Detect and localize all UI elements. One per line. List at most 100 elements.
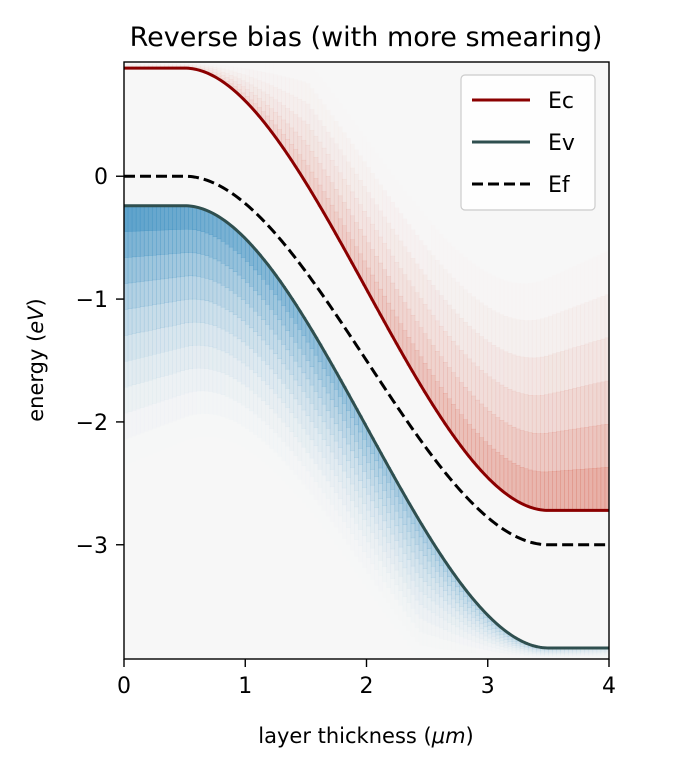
- valence-shade-strip: [132, 436, 137, 462]
- conduction-shade-strip: [415, 235, 420, 264]
- conduction-shade-strip: [596, 425, 602, 469]
- valence-shade-strip: [144, 406, 149, 431]
- valence-shade-strip: [184, 346, 189, 370]
- valence-shade-strip: [164, 302, 169, 328]
- conduction-shade-strip: [212, 66, 218, 70]
- valence-shade-strip: [438, 596, 444, 608]
- conduction-shade-strip: [398, 240, 404, 269]
- conduction-shade-strip: [378, 185, 383, 211]
- conduction-shade-strip: [447, 367, 452, 400]
- conduction-shade-strip: [350, 239, 355, 264]
- valence-shade-strip: [176, 276, 181, 301]
- valence-shade-strip: [236, 253, 242, 276]
- conduction-shade-strip: [435, 230, 440, 261]
- conduction-shade-strip: [127, 65, 133, 67]
- valence-shade-strip: [273, 452, 278, 472]
- valence-shade-strip: [467, 613, 472, 621]
- valence-shade-strip: [414, 544, 420, 559]
- valence-shade-strip: [248, 244, 254, 266]
- valence-shade-strip: [321, 386, 327, 405]
- conduction-shade-strip: [511, 354, 517, 392]
- valence-shade-strip: [382, 505, 388, 522]
- valence-shade-strip: [479, 644, 484, 649]
- conduction-shade-strip: [265, 83, 270, 95]
- valence-shade-strip: [588, 649, 594, 652]
- conduction-shade-strip: [556, 391, 561, 432]
- valence-shade-strip: [346, 511, 351, 528]
- valence-shade-strip: [253, 414, 258, 435]
- valence-shade-strip: [289, 336, 295, 356]
- conduction-shade-strip: [548, 315, 553, 356]
- conduction-shade-strip: [277, 129, 282, 144]
- conduction-shade-strip: [503, 316, 509, 352]
- valence-shade-strip: [309, 457, 315, 477]
- conduction-shade-strip: [523, 394, 529, 432]
- conduction-shade-strip: [338, 104, 343, 127]
- valence-shade-strip: [422, 542, 428, 557]
- valence-shade-strip: [293, 474, 298, 493]
- valence-shade-strip: [305, 360, 311, 380]
- conduction-shade-strip: [229, 66, 234, 71]
- valence-shade-strip: [216, 371, 222, 394]
- valence-shade-strip: [572, 651, 577, 653]
- conduction-shade-strip: [220, 68, 226, 73]
- conduction-shade-strip: [297, 154, 303, 174]
- valence-shade-strip: [139, 230, 145, 257]
- valence-shade-strip: [132, 410, 137, 436]
- conduction-shade-strip: [572, 428, 577, 471]
- valence-shade-strip: [305, 452, 311, 472]
- conduction-shade-strip: [511, 390, 517, 428]
- conduction-shade-strip: [345, 161, 351, 186]
- conduction-shade-strip: [269, 62, 274, 74]
- conduction-shade-strip: [208, 70, 214, 74]
- conduction-shade-strip: [422, 333, 428, 364]
- conduction-shade-strip: [584, 302, 590, 345]
- x-tick-label: 3: [481, 674, 495, 699]
- valence-shade-strip: [503, 644, 509, 649]
- valence-shade-strip: [455, 643, 460, 651]
- conduction-shade-strip: [204, 65, 210, 68]
- valence-shade-strip: [419, 632, 424, 646]
- valence-shade-strip: [309, 421, 315, 441]
- legend-label-ec: Ec: [548, 89, 574, 114]
- valence-shade-strip: [382, 551, 388, 567]
- conduction-shade-strip: [241, 68, 246, 75]
- valence-shade-strip: [500, 653, 505, 656]
- valence-shade-strip: [508, 649, 513, 652]
- valence-shade-strip: [402, 538, 408, 554]
- valence-shade-strip: [423, 620, 428, 633]
- conduction-shade-strip: [313, 178, 319, 200]
- valence-shade-strip: [568, 653, 573, 655]
- valence-shade-strip: [394, 496, 400, 512]
- valence-shade-strip: [390, 548, 396, 565]
- valence-shade-strip: [168, 229, 173, 255]
- valence-shade-strip: [407, 631, 412, 646]
- conduction-shade-strip: [403, 219, 408, 247]
- valence-shade-strip: [301, 446, 307, 466]
- valence-shade-strip: [212, 303, 218, 326]
- valence-shade-strip: [499, 640, 505, 644]
- conduction-shade-strip: [277, 115, 282, 130]
- valence-shade-strip: [293, 304, 299, 324]
- valence-shade-strip: [301, 354, 307, 374]
- conduction-shade-strip: [143, 65, 149, 67]
- conduction-shade-strip: [333, 211, 339, 235]
- valence-shade-strip: [297, 310, 303, 330]
- valence-shade-strip: [127, 205, 133, 232]
- conduction-shade-strip: [508, 282, 513, 318]
- conduction-shade-strip: [285, 108, 291, 125]
- conduction-shade-strip: [499, 314, 505, 351]
- valence-shade-strip: [277, 338, 282, 359]
- valence-shade-strip: [459, 591, 464, 600]
- valence-shade-strip: [306, 489, 311, 508]
- valence-shade-strip: [426, 573, 432, 586]
- conduction-shade-strip: [459, 414, 464, 448]
- valence-shade-strip: [370, 453, 375, 470]
- valence-shade-strip: [192, 252, 198, 277]
- valence-shade-strip: [253, 269, 258, 291]
- conduction-shade-strip: [535, 357, 541, 396]
- conduction-shade-strip: [535, 319, 541, 358]
- valence-shade-strip: [257, 253, 262, 275]
- conduction-shade-strip: [306, 83, 311, 104]
- valence-shade-strip: [245, 429, 250, 450]
